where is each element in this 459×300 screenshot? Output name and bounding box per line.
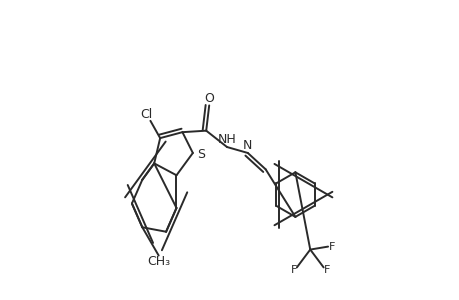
Text: S: S (197, 148, 205, 161)
Text: Cl: Cl (140, 108, 152, 121)
Text: N: N (243, 139, 252, 152)
Text: F: F (290, 266, 297, 275)
Text: CH₃: CH₃ (147, 255, 170, 268)
Text: F: F (323, 266, 329, 275)
Text: F: F (329, 242, 335, 252)
Text: O: O (204, 92, 214, 105)
Text: NH: NH (218, 133, 236, 146)
